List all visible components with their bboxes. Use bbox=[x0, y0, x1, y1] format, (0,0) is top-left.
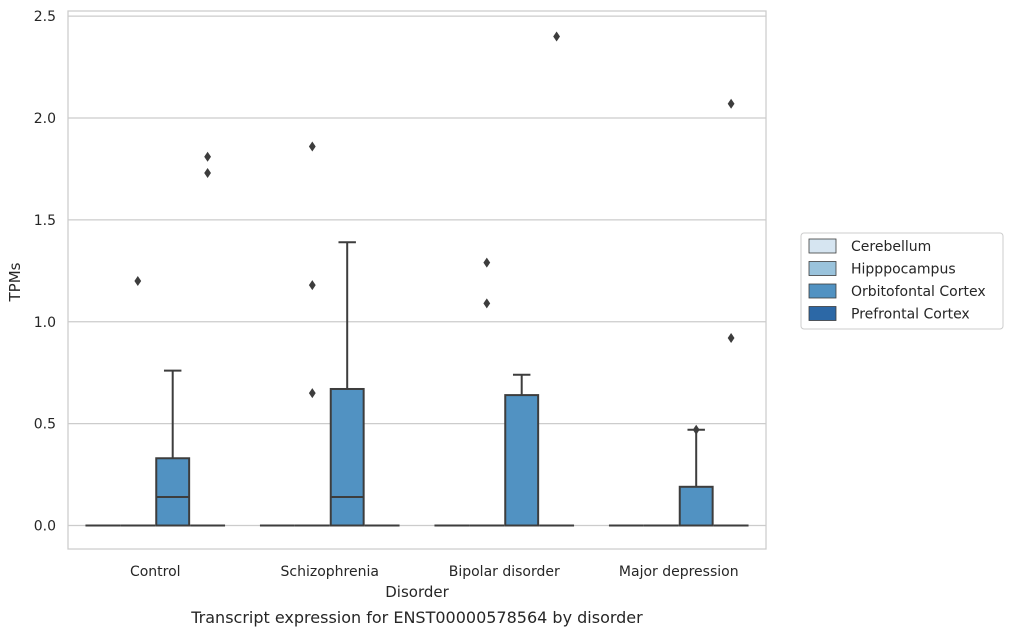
boxes bbox=[85, 241, 749, 527]
outlier-point bbox=[204, 168, 211, 179]
legend-swatch bbox=[808, 261, 837, 276]
outlier-point bbox=[134, 276, 142, 286]
legend: Cerebellum Hipppocampus Orbitofontal Corte… bbox=[800, 232, 1004, 330]
outlier-point bbox=[308, 141, 316, 152]
outlier-point bbox=[308, 280, 316, 291]
box-orbitofontal-cortex bbox=[678, 428, 714, 527]
x-axis-label: Disorder bbox=[385, 583, 449, 601]
outlier-point bbox=[553, 31, 560, 42]
outlier-point bbox=[204, 151, 211, 162]
legend-swatch bbox=[808, 283, 837, 299]
y-tick-label: 0.5 bbox=[34, 417, 56, 433]
plot-area-frame bbox=[67, 10, 767, 550]
legend-label: Hipppocampus bbox=[851, 262, 956, 278]
y-tick-label: 2.5 bbox=[34, 9, 56, 25]
x-tick-label: Major depression bbox=[619, 564, 739, 580]
box-orbitofontal-cortex bbox=[329, 241, 365, 527]
x-axis-ticks: Control Schizophrenia Bipolar disorder Majo… bbox=[130, 564, 739, 580]
y-axis-ticks: 0.0 0.5 1.0 1.5 2.0 2.5 bbox=[34, 9, 56, 534]
y-axis-label: TPMs bbox=[6, 262, 24, 302]
legend-swatch bbox=[808, 238, 837, 254]
y-tick-label: 0.0 bbox=[34, 519, 56, 535]
box-body bbox=[504, 394, 540, 527]
outlier-point bbox=[483, 257, 491, 268]
box-orbitofontal-cortex bbox=[504, 373, 540, 527]
x-tick-label: Control bbox=[130, 564, 181, 580]
y-tick-label: 1.0 bbox=[34, 315, 56, 331]
outlier-point bbox=[483, 298, 491, 309]
outlier-point bbox=[727, 333, 735, 344]
outlier-point bbox=[727, 98, 735, 109]
legend-label: Orbitofontal Cortex bbox=[851, 284, 986, 300]
legend-swatch bbox=[808, 306, 837, 321]
box-orbitofontal-cortex bbox=[155, 369, 191, 527]
legend-label: Cerebellum bbox=[851, 239, 931, 255]
box-body bbox=[329, 387, 365, 527]
legend-label: Prefrontal Cortex bbox=[851, 307, 970, 323]
legend-frame bbox=[800, 232, 1004, 330]
y-tick-label: 1.5 bbox=[34, 213, 56, 229]
box-body bbox=[678, 485, 714, 527]
x-tick-label: Schizophrenia bbox=[281, 564, 379, 580]
outlier-point bbox=[692, 424, 700, 435]
x-tick-label: Bipolar disorder bbox=[449, 564, 560, 580]
box-body bbox=[155, 457, 191, 527]
y-tick-label: 2.0 bbox=[34, 111, 56, 127]
chart-caption: Transcript expression for ENST0000057856… bbox=[190, 608, 643, 627]
outlier-point bbox=[308, 388, 316, 399]
outliers bbox=[134, 31, 735, 435]
